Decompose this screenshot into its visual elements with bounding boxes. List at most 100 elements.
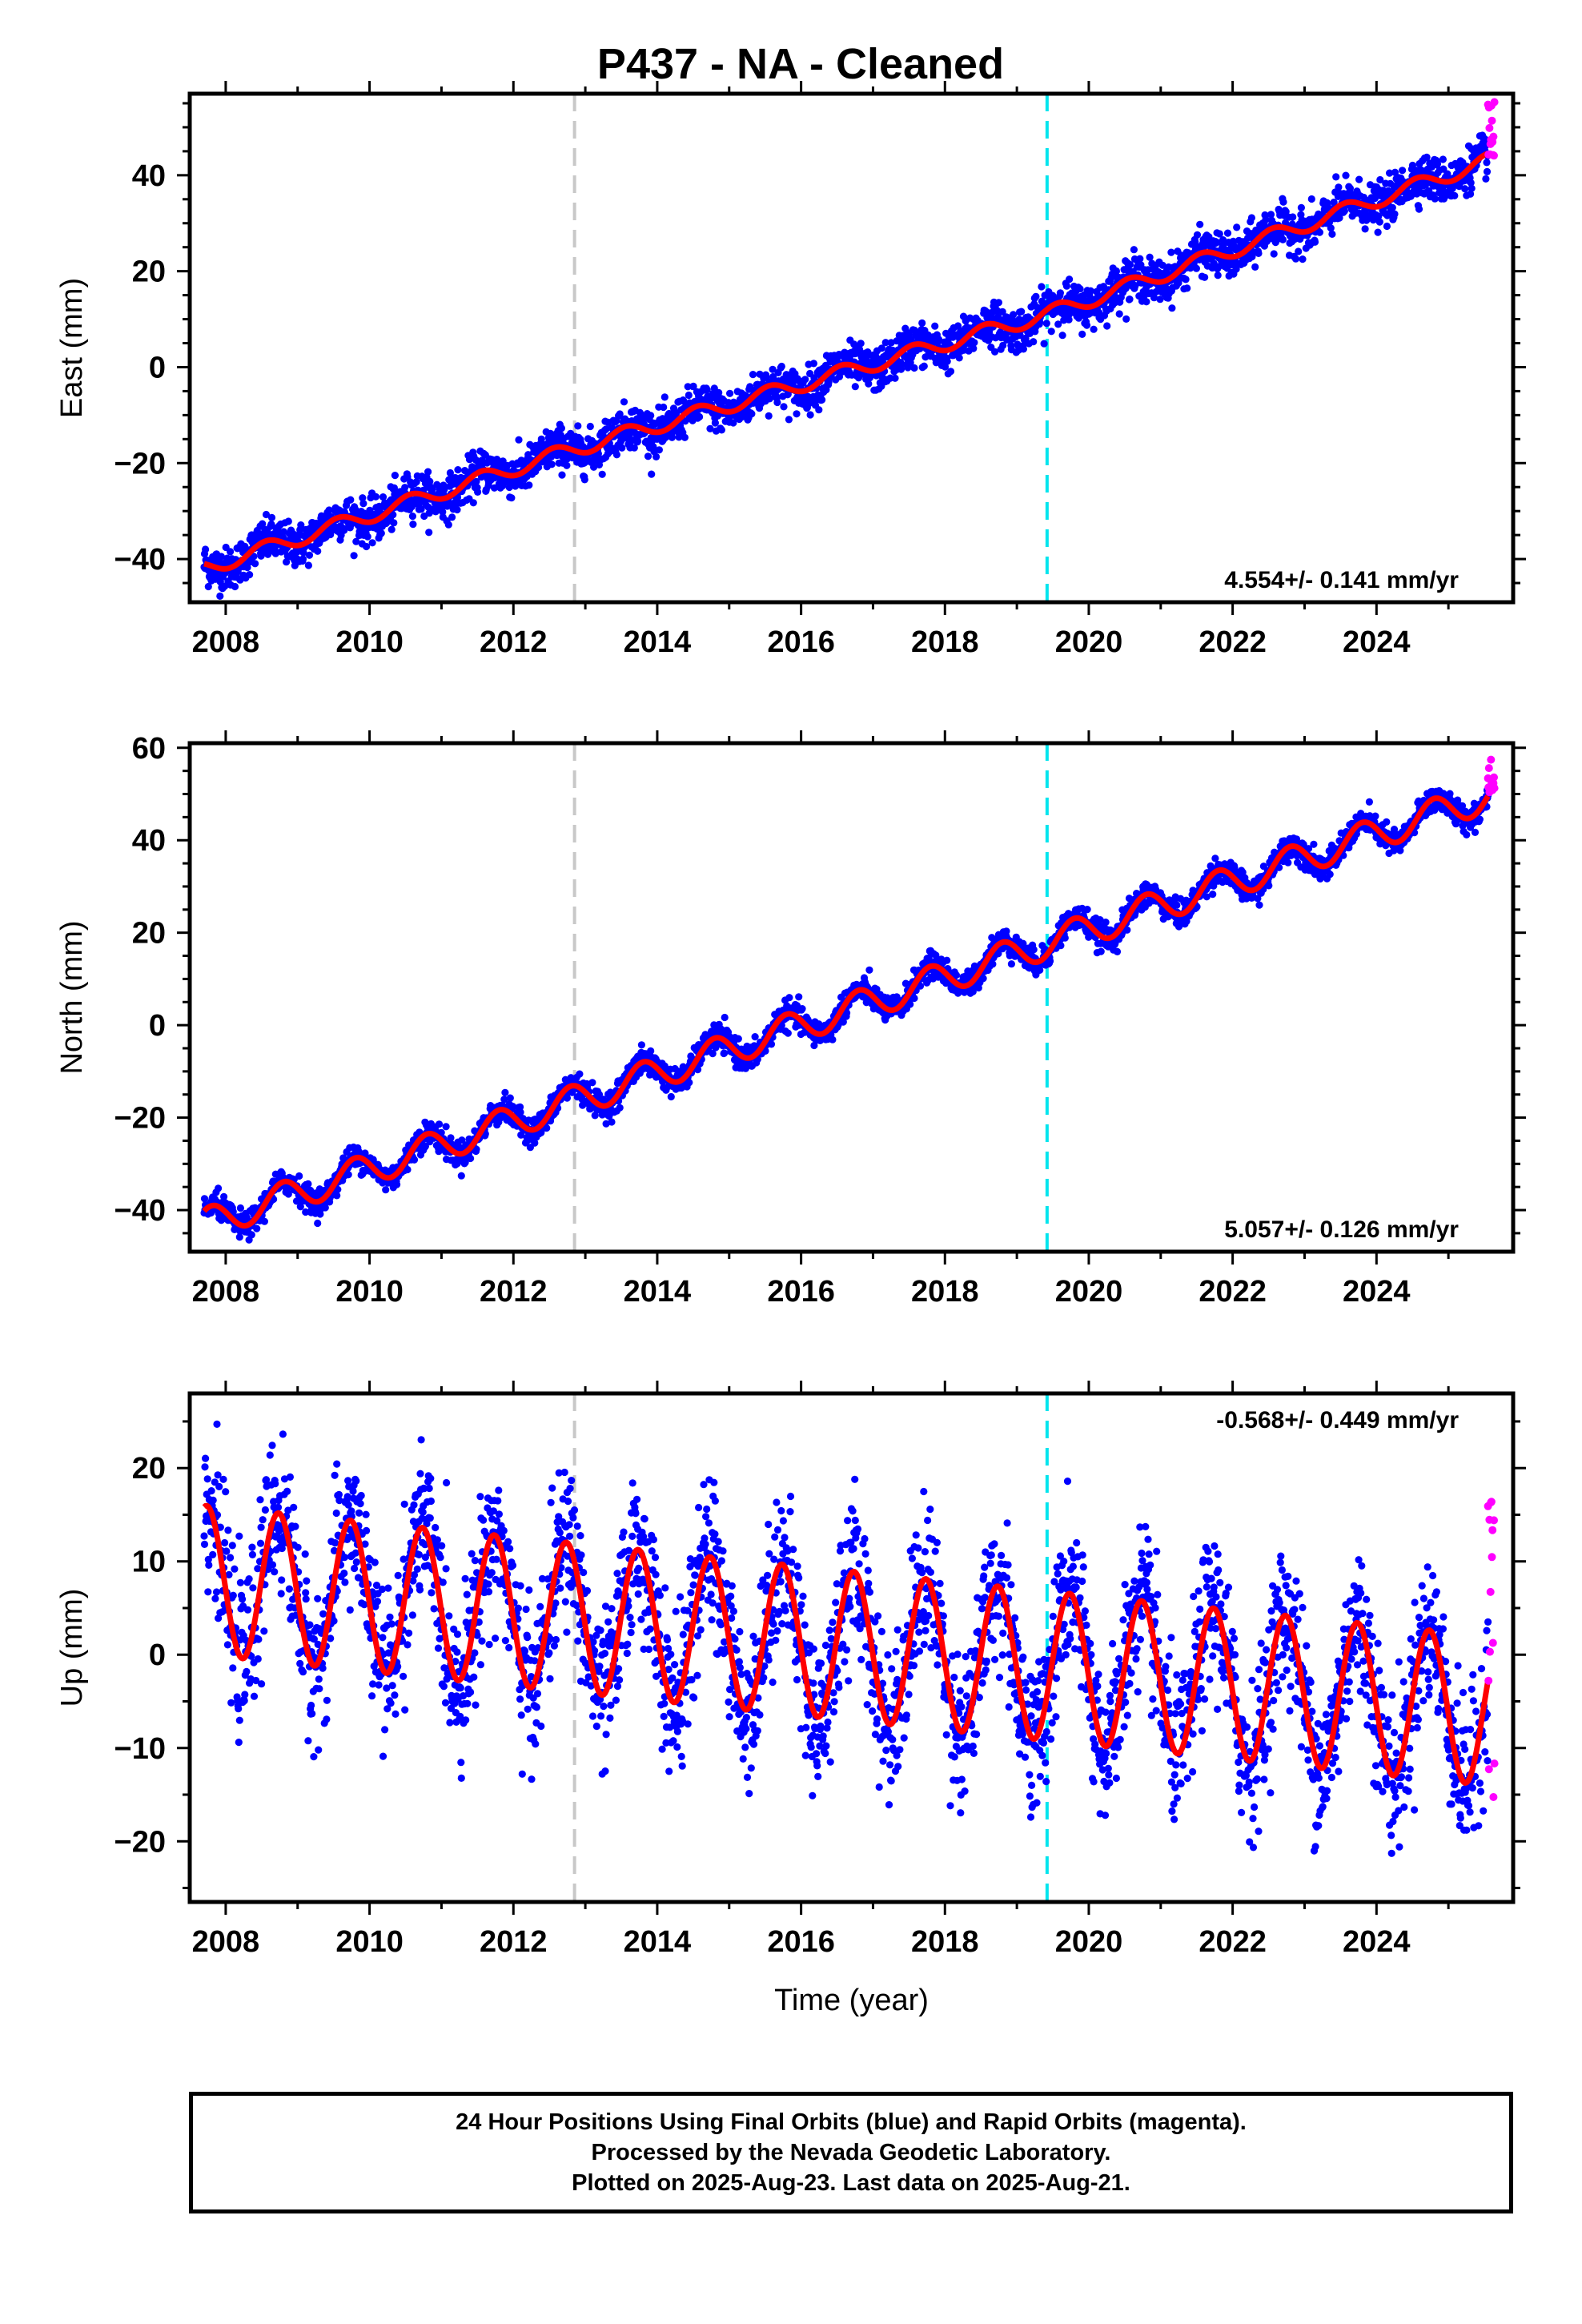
data-point — [1078, 330, 1086, 338]
data-point — [253, 1224, 261, 1232]
data-point — [602, 425, 610, 433]
data-point — [1330, 199, 1338, 207]
chart-title: P437 - NA - Cleaned — [597, 40, 1004, 88]
data-point — [1485, 123, 1494, 132]
data-point — [991, 348, 999, 356]
data-point — [548, 460, 556, 468]
data-point — [506, 1094, 514, 1102]
data-point — [247, 1231, 255, 1239]
data-point — [696, 412, 704, 421]
data-point — [231, 582, 239, 591]
data-point — [284, 517, 292, 525]
data-point — [472, 477, 480, 485]
data-point — [425, 529, 433, 537]
east-x-tick-label: 2018 — [911, 625, 979, 659]
data-point — [340, 526, 348, 534]
data-point — [1255, 249, 1263, 257]
data-point — [548, 452, 556, 461]
data-point — [711, 419, 720, 427]
data-point — [931, 322, 939, 330]
data-point — [1488, 116, 1496, 125]
data-point — [647, 412, 655, 420]
data-point — [784, 1029, 792, 1037]
data-point — [1386, 169, 1394, 177]
data-point — [1214, 271, 1222, 279]
data-point — [363, 533, 371, 541]
data-point — [1126, 296, 1134, 304]
data-point — [424, 468, 432, 476]
data-point — [598, 470, 606, 478]
data-point — [1468, 184, 1476, 192]
data-point — [467, 1154, 475, 1163]
data-point — [263, 528, 271, 536]
data-point — [717, 426, 726, 434]
data-point — [1262, 215, 1270, 223]
east-x-tick-label: 2008 — [192, 625, 260, 659]
data-point — [447, 1134, 455, 1142]
data-point — [501, 1088, 509, 1096]
data-point — [390, 519, 398, 527]
data-point — [1086, 287, 1094, 295]
data-point — [795, 993, 803, 1001]
east-x-tick-label: 2010 — [335, 625, 404, 659]
data-point — [588, 1079, 596, 1087]
data-point — [689, 382, 697, 390]
data-point — [970, 339, 978, 347]
data-point — [946, 368, 955, 376]
data-point — [1040, 340, 1048, 348]
data-point — [1340, 207, 1348, 215]
east-rate-label: 4.554+/- 0.141 mm/yr — [1224, 567, 1459, 593]
data-point — [412, 478, 420, 486]
data-point — [391, 472, 399, 480]
data-point — [1482, 175, 1490, 183]
data-point — [1418, 167, 1426, 175]
data-point — [1431, 195, 1439, 203]
data-point — [251, 560, 259, 568]
data-point — [1136, 255, 1144, 263]
data-point — [227, 548, 235, 556]
data-point — [1299, 255, 1307, 263]
data-point — [1291, 255, 1300, 263]
panels-group: 2008 2010 2012 2014 2016 2018 2020 2022 2024−40−… — [55, 81, 1526, 2017]
data-point — [684, 383, 692, 391]
east-y-axis-label: East (mm) — [55, 278, 89, 418]
data-point — [793, 410, 801, 418]
data-point — [1047, 328, 1055, 336]
data-point — [1192, 264, 1200, 272]
data-point — [729, 419, 737, 427]
data-point — [265, 548, 273, 557]
data-point — [749, 371, 757, 379]
data-point — [1375, 212, 1383, 220]
data-point — [934, 336, 943, 344]
panel-east: 2008 2010 2012 2014 2016 2018 2020 2022 2024−40−… — [55, 81, 1526, 659]
data-point — [401, 484, 409, 492]
data-point — [1361, 225, 1369, 233]
data-point — [304, 1180, 312, 1188]
data-point — [576, 1070, 584, 1078]
data-point — [1335, 214, 1343, 222]
east-x-tick-label: 2022 — [1199, 625, 1267, 659]
data-point — [382, 1186, 390, 1194]
data-point — [1022, 334, 1030, 342]
data-point — [1076, 285, 1084, 293]
data-point — [1042, 320, 1050, 328]
data-point — [1090, 325, 1098, 333]
data-point — [204, 582, 212, 591]
data-point — [200, 1195, 209, 1203]
data-point — [454, 466, 462, 474]
data-point — [371, 493, 379, 501]
data-point — [1490, 98, 1499, 107]
data-point — [1158, 261, 1166, 269]
data-point — [1415, 205, 1423, 213]
data-point — [715, 388, 723, 396]
data-point — [1103, 322, 1111, 330]
data-point — [305, 551, 314, 559]
east-x-tick-label: 2014 — [624, 625, 692, 659]
data-point — [236, 1204, 244, 1212]
data-point — [877, 344, 885, 352]
data-point — [856, 345, 864, 353]
data-point — [1019, 345, 1027, 353]
data-point — [616, 410, 624, 418]
data-point — [1174, 279, 1182, 287]
data-point — [1251, 263, 1259, 271]
